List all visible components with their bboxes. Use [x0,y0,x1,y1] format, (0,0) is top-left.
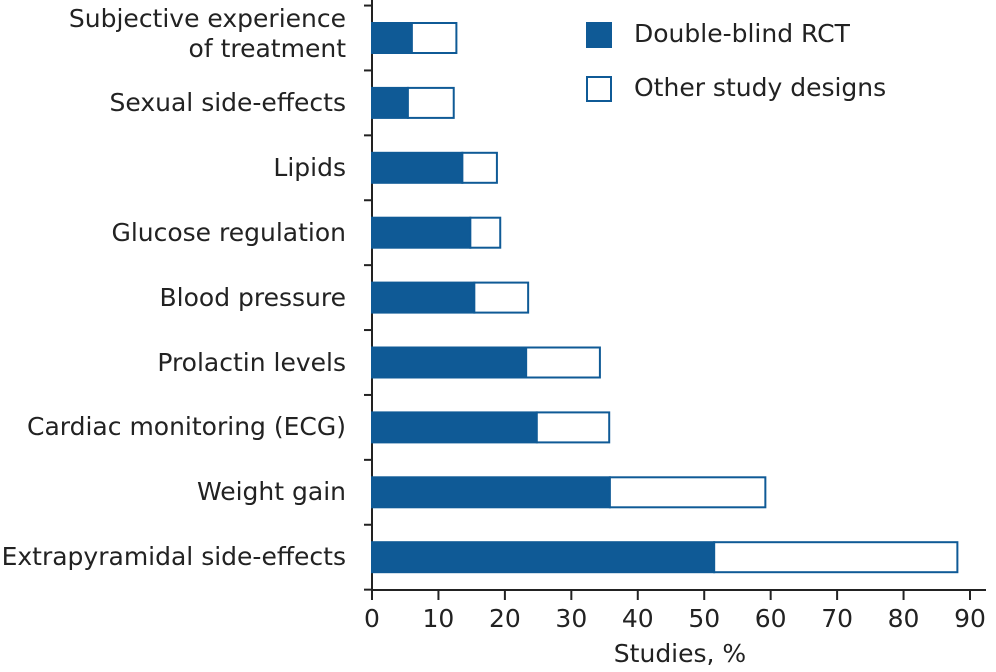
bar-segment [406,86,455,119]
legend-swatch [586,76,612,102]
x-tick-label: 60 [755,604,787,633]
y-tick-label: Blood pressure [159,282,347,312]
bar-segment [371,541,716,574]
bar-segment [371,86,409,119]
bar-segment [469,216,502,249]
x-tick-label: 50 [688,604,720,633]
x-tick-label: 40 [622,604,654,633]
y-tick-label: Lipids [273,152,346,182]
y-tick-label: Weight gain [196,477,346,507]
bar-segment [371,151,464,184]
legend-swatch [586,22,612,48]
x-tick-label: 90 [954,604,986,633]
x-axis-title: Studies, % [614,639,746,668]
bar-segment [371,411,538,444]
x-tick-label: 0 [364,604,380,633]
bar-segment [371,281,476,314]
x-tick-label: 10 [423,604,455,633]
y-tick-label: Sexual side-effects [109,87,346,117]
x-tick-label: 30 [555,604,587,633]
bar-segment [371,216,472,249]
x-tick-label: 80 [888,604,920,633]
y-tick-label: Cardiac monitoring (ECG) [27,412,346,442]
bar-segment [525,346,601,379]
bar-segment [608,476,767,509]
y-tick-label: Glucose regulation [111,217,346,247]
x-tick-label: 20 [489,604,521,633]
legend-label: Other study designs [634,73,886,102]
bar-segment [371,476,611,509]
bar-segment [410,22,458,54]
bar-segment [371,346,528,379]
x-tick-label: 70 [821,604,853,633]
bar-segment [371,22,413,54]
y-tick-label: Prolactin levels [157,347,346,377]
y-tick-label: Extrapyramidal side-effects [1,542,346,572]
legend-label: Double-blind RCT [634,19,851,48]
y-tick-label: Subjective experience of treatment [68,4,346,63]
bar-segment [535,411,611,444]
bar-segment [713,541,959,574]
bar-segment [473,281,530,314]
bar-segment [461,151,498,184]
